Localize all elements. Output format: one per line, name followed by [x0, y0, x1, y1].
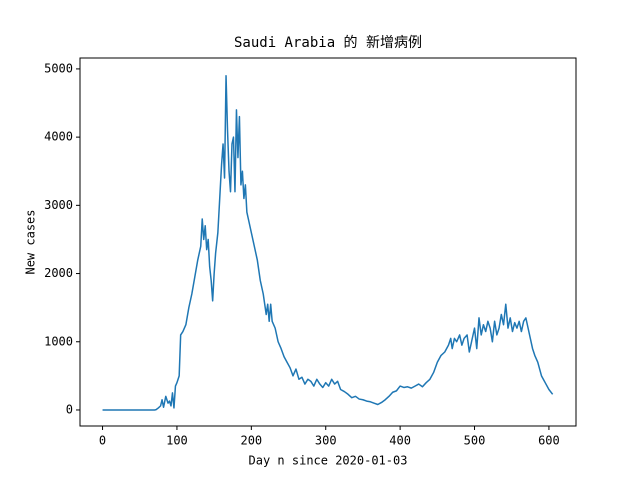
y-axis-label: New cases — [24, 209, 38, 274]
chart-title: Saudi Arabia 的 新增病例 — [234, 35, 422, 51]
y-tick-label: 4000 — [44, 130, 73, 144]
x-tick-label: 400 — [389, 434, 411, 448]
x-axis-label: Day n since 2020-01-03 — [249, 454, 408, 468]
y-tick-label: 3000 — [44, 198, 73, 212]
x-tick-label: 200 — [240, 434, 262, 448]
line — [102, 74, 554, 411]
x-tick-label: 500 — [464, 434, 486, 448]
y-tick-label: 1000 — [44, 334, 73, 348]
y-tick-label: 2000 — [44, 266, 73, 280]
x-tick-label: 300 — [315, 434, 337, 448]
x-tick-label: 600 — [538, 434, 560, 448]
y-tick-label: 5000 — [44, 61, 73, 75]
plot-frame — [79, 57, 577, 427]
y-tick-label: 0 — [66, 402, 73, 416]
x-tick-label: 100 — [166, 434, 188, 448]
x-tick-label: 0 — [99, 434, 106, 448]
